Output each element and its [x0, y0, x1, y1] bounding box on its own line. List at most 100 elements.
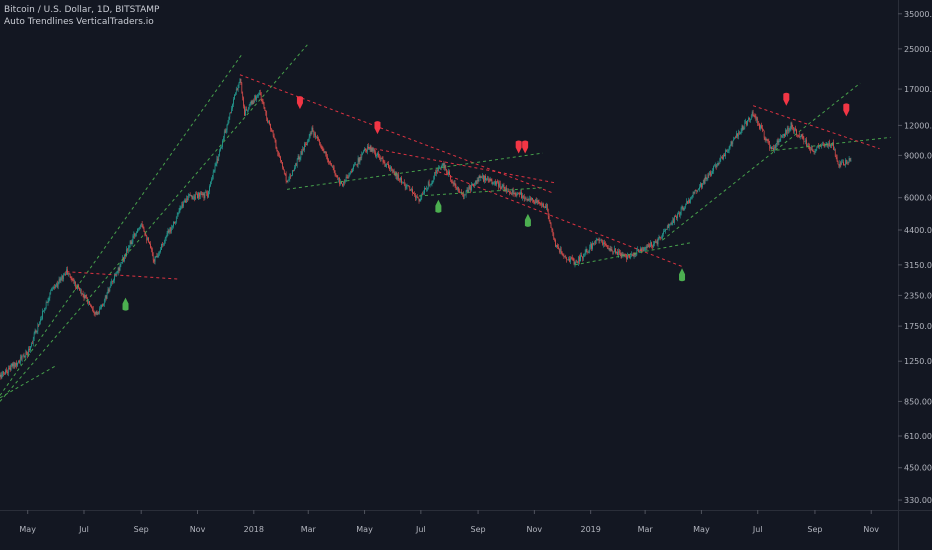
candle-body — [223, 137, 224, 141]
candle-body — [376, 155, 377, 156]
candle-body — [525, 198, 527, 200]
indicator-title[interactable]: Auto Trendlines VerticalTraders.io — [4, 17, 154, 27]
candle-body — [44, 307, 46, 311]
candle-body — [647, 244, 649, 248]
candle-body — [127, 247, 129, 251]
candle-body — [382, 159, 384, 162]
candle-body — [100, 307, 101, 309]
candle-body — [828, 142, 830, 146]
candle-body — [768, 140, 770, 144]
candle-body — [479, 175, 481, 178]
candle-body — [264, 107, 266, 111]
candle-body — [151, 247, 152, 250]
candle-body — [208, 191, 209, 198]
candle-body — [178, 210, 180, 213]
candle-body — [688, 200, 689, 204]
candle-body — [203, 193, 205, 198]
candle-body — [605, 243, 606, 246]
candle-body — [705, 176, 707, 180]
candle-body — [223, 131, 225, 138]
candle-body — [779, 138, 781, 142]
candle-body — [807, 145, 808, 147]
candle-body — [283, 169, 285, 174]
candle-body — [422, 193, 424, 195]
candle-body — [22, 355, 24, 357]
candle-body — [837, 161, 839, 165]
candle-body — [694, 190, 696, 193]
candle-body — [438, 167, 440, 169]
candle-body — [739, 133, 741, 135]
candle-body — [390, 166, 392, 169]
candle-body — [112, 281, 113, 282]
candle-body — [343, 181, 344, 186]
candle-body — [189, 194, 191, 196]
candle-body — [467, 189, 469, 193]
candle-body — [558, 248, 560, 253]
candle-body — [689, 200, 690, 203]
candle-body — [609, 248, 611, 251]
candle-body — [396, 172, 398, 180]
candle-body — [17, 362, 18, 366]
candle-body — [250, 101, 252, 104]
candle-body — [486, 178, 488, 180]
candle-body — [651, 242, 652, 247]
x-tick-label: Sep — [134, 525, 149, 534]
candle-body — [390, 166, 391, 170]
candle-body — [599, 240, 601, 242]
candle-body — [349, 173, 351, 176]
candle-body — [234, 94, 235, 100]
candle-body — [411, 189, 412, 191]
candle-body — [536, 200, 538, 204]
candle-body — [509, 191, 510, 193]
candle-body — [262, 100, 264, 103]
candle-body — [219, 150, 220, 156]
candle-body — [595, 240, 597, 244]
candle-body — [774, 146, 775, 151]
candle-body — [415, 196, 417, 199]
candle-body — [113, 280, 114, 282]
candle-body — [269, 121, 270, 124]
candle-body — [80, 289, 82, 294]
candle-body — [820, 146, 821, 148]
candle-body — [692, 192, 694, 197]
candle-body — [343, 181, 345, 183]
candle-body — [606, 245, 607, 246]
symbol-title[interactable]: Bitcoin / U.S. Dollar, 1D, BITSTAMP — [4, 5, 160, 15]
candle-body — [194, 196, 196, 200]
candle-body — [56, 283, 58, 287]
y-tick-label: 610.00 — [904, 432, 932, 441]
candle-body — [241, 82, 243, 94]
candle-body — [352, 168, 353, 173]
candle-body — [588, 250, 590, 253]
time-axis[interactable]: May Jul Sep Nov 2018 Mar May Jul Sep Nov 2019 Mar Ma… — [0, 510, 932, 534]
candle-body — [29, 348, 30, 351]
candle-body — [581, 255, 582, 257]
candle-body — [660, 237, 662, 239]
candle-body — [192, 197, 194, 199]
candle-body — [480, 177, 482, 178]
candle-body — [256, 96, 257, 100]
candle-body — [374, 149, 376, 153]
candle-body — [27, 352, 29, 356]
candle-body — [280, 156, 281, 161]
candle-body — [33, 333, 35, 339]
candle-body — [463, 194, 465, 197]
candle-body — [541, 203, 543, 206]
candle-body — [494, 181, 496, 183]
candle-body — [118, 268, 120, 271]
candle-body — [254, 95, 256, 103]
candle-body — [1, 373, 3, 379]
candle-body — [185, 200, 186, 203]
buy-signal-icon — [679, 268, 686, 282]
candle-body — [101, 304, 102, 308]
price-axis[interactable]: 330.00 450.00 610.00 850.00 1250.00 1750.00 23… — [898, 0, 932, 550]
candle-body — [616, 252, 617, 253]
candle-body — [285, 173, 287, 181]
candle-body — [323, 151, 325, 153]
candle-body — [686, 201, 687, 204]
candle-body — [788, 130, 790, 131]
candle-body — [260, 93, 262, 100]
candle-body — [747, 120, 748, 125]
candle-body — [261, 99, 263, 101]
